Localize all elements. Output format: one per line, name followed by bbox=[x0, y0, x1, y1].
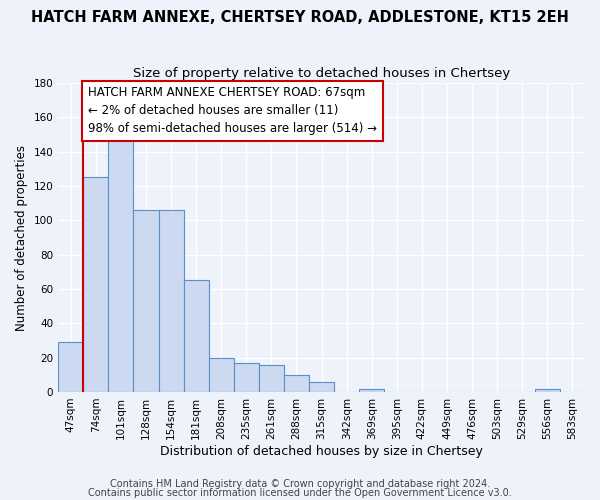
Text: Contains public sector information licensed under the Open Government Licence v3: Contains public sector information licen… bbox=[88, 488, 512, 498]
Bar bbox=[58, 342, 83, 392]
Bar bbox=[209, 358, 234, 392]
Y-axis label: Number of detached properties: Number of detached properties bbox=[15, 144, 28, 330]
Bar bbox=[109, 134, 133, 392]
Bar bbox=[259, 364, 284, 392]
Bar bbox=[234, 363, 259, 392]
Title: Size of property relative to detached houses in Chertsey: Size of property relative to detached ho… bbox=[133, 68, 510, 80]
Bar bbox=[184, 280, 209, 392]
Text: HATCH FARM ANNEXE, CHERTSEY ROAD, ADDLESTONE, KT15 2EH: HATCH FARM ANNEXE, CHERTSEY ROAD, ADDLES… bbox=[31, 10, 569, 25]
Bar bbox=[83, 178, 109, 392]
Bar bbox=[535, 388, 560, 392]
Text: Contains HM Land Registry data © Crown copyright and database right 2024.: Contains HM Land Registry data © Crown c… bbox=[110, 479, 490, 489]
Bar bbox=[158, 210, 184, 392]
Bar bbox=[309, 382, 334, 392]
Bar bbox=[359, 388, 385, 392]
Text: HATCH FARM ANNEXE CHERTSEY ROAD: 67sqm
← 2% of detached houses are smaller (11)
: HATCH FARM ANNEXE CHERTSEY ROAD: 67sqm ←… bbox=[88, 86, 377, 136]
Bar bbox=[133, 210, 158, 392]
Bar bbox=[284, 375, 309, 392]
X-axis label: Distribution of detached houses by size in Chertsey: Distribution of detached houses by size … bbox=[160, 444, 483, 458]
